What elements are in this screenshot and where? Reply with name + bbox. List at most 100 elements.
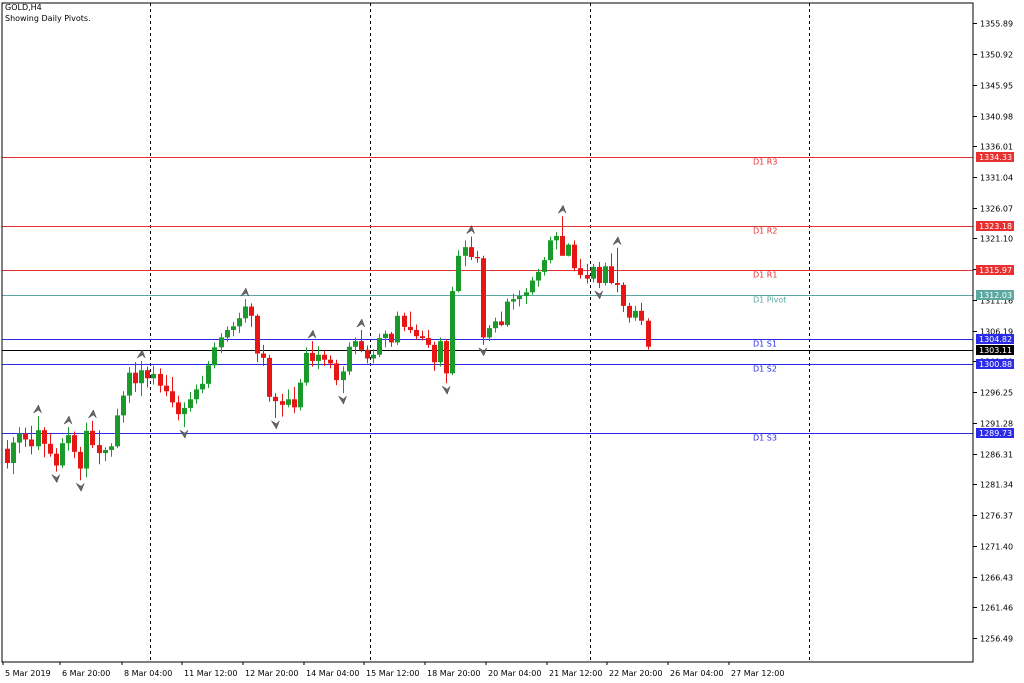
candle-body: [597, 266, 602, 284]
candle-body: [456, 255, 461, 292]
candle-body: [97, 445, 102, 454]
candle-body: [292, 399, 297, 408]
candlestick-series: [5, 216, 651, 481]
x-tick-label: 5 Mar 2019: [5, 669, 51, 678]
y-tick-label: 1350.92: [980, 51, 1013, 60]
y-tick-label: 1296.25: [980, 389, 1013, 398]
x-tick-label: 6 Mar 20:00: [62, 669, 110, 678]
pivot-level-name: D1 S1: [753, 340, 777, 349]
candle-body: [127, 372, 132, 396]
candle-body: [151, 373, 156, 379]
candle-body: [359, 341, 364, 350]
candle-body: [23, 433, 28, 440]
candle-body: [115, 415, 120, 447]
candle-body: [426, 338, 431, 345]
pivot-level-name: D1 Pivot: [753, 296, 786, 305]
candle-body: [530, 280, 535, 293]
level-price-tag: [976, 359, 1014, 369]
candle-body: [334, 363, 339, 381]
fractal-down-arrow: [338, 395, 347, 405]
x-tick-label: 27 Mar 12:00: [731, 669, 784, 678]
candle-body: [255, 315, 260, 354]
candle-body: [481, 258, 486, 338]
y-tick-label: 1286.31: [980, 451, 1013, 460]
fractal-up-arrow: [466, 225, 475, 234]
candle-body: [328, 359, 333, 364]
candle-body: [560, 236, 565, 256]
candle-body: [48, 443, 53, 454]
level-price-tag-text: 1334.33: [979, 153, 1012, 162]
plot-border: [1, 2, 974, 663]
indicator-status-label: Showing Daily Pivots.: [5, 14, 91, 23]
candle-body: [273, 396, 278, 402]
fractal-up-arrow: [307, 329, 317, 339]
candle-body: [444, 341, 449, 374]
candle-body: [280, 401, 285, 405]
candle-body: [438, 341, 443, 363]
candle-body: [499, 321, 504, 326]
candle-body: [365, 349, 370, 359]
fractal-down-arrow: [478, 347, 488, 357]
candle-body: [572, 244, 577, 269]
level-price-tag: [976, 428, 1014, 438]
candle-body: [353, 341, 358, 347]
y-tick-label: 1355.89: [980, 20, 1013, 29]
candle-body: [139, 370, 144, 384]
fractal-up-arrow: [63, 415, 73, 425]
candle-body: [286, 399, 291, 405]
fractal-up-arrow: [356, 318, 366, 328]
level-price-tag-text: 1289.73: [979, 429, 1012, 438]
y-tick-label: 1281.34: [980, 481, 1013, 490]
candle-body: [219, 337, 224, 348]
y-tick-label: 1261.46: [980, 604, 1013, 613]
pivot-level-name: D1 S2: [753, 365, 777, 374]
candle-body: [420, 336, 425, 339]
candle-body: [548, 240, 553, 261]
fractal-up-arrow: [612, 236, 622, 245]
candle-body: [395, 315, 400, 343]
candle-body: [469, 247, 474, 258]
y-tick-label: 1276.37: [980, 512, 1013, 521]
fractal-up-arrow: [136, 349, 146, 359]
candle-body: [72, 435, 77, 452]
candle-body: [639, 310, 644, 321]
y-tick-label: 1271.40: [980, 543, 1013, 552]
candle-body: [11, 442, 16, 463]
candle-body: [261, 353, 266, 358]
candle-body: [158, 373, 163, 386]
x-tick-label: 26 Mar 04:00: [670, 669, 723, 678]
candle-body: [231, 326, 236, 331]
candle-body: [42, 430, 47, 444]
candle-body: [536, 271, 541, 281]
candle-body: [432, 344, 437, 363]
pivot-level-name: D1 S3: [753, 434, 777, 443]
candle-body: [84, 430, 89, 469]
candle-body: [237, 318, 242, 327]
candle-body: [389, 333, 394, 343]
candle-body: [182, 407, 187, 415]
candle-body: [170, 391, 175, 403]
pivot-level-name: D1 R2: [753, 227, 777, 236]
candle-body: [621, 284, 626, 306]
candle-body: [493, 321, 498, 329]
candle-body: [121, 395, 126, 416]
current-price-tag: [976, 345, 1014, 355]
candle-body: [298, 382, 303, 408]
candle-body: [505, 301, 510, 326]
candle-body: [164, 385, 169, 392]
pivot-level-name: D1 R1: [753, 271, 777, 280]
candle-body: [206, 365, 211, 384]
symbol-timeframe-label: GOLD,H4: [5, 3, 42, 12]
y-tick-label: 1266.43: [980, 574, 1013, 583]
candle-body: [60, 443, 65, 466]
candle-body: [322, 354, 327, 360]
level-price-tag: [976, 265, 1014, 275]
fractal-up-arrow: [557, 204, 567, 214]
y-tick-label: 1331.04: [980, 174, 1013, 183]
candle-body: [487, 328, 492, 338]
y-tick-label: 1256.49: [980, 635, 1013, 644]
x-tick-label: 11 Mar 12:00: [184, 669, 237, 678]
candle-body: [542, 260, 547, 272]
candle-body: [66, 435, 71, 444]
